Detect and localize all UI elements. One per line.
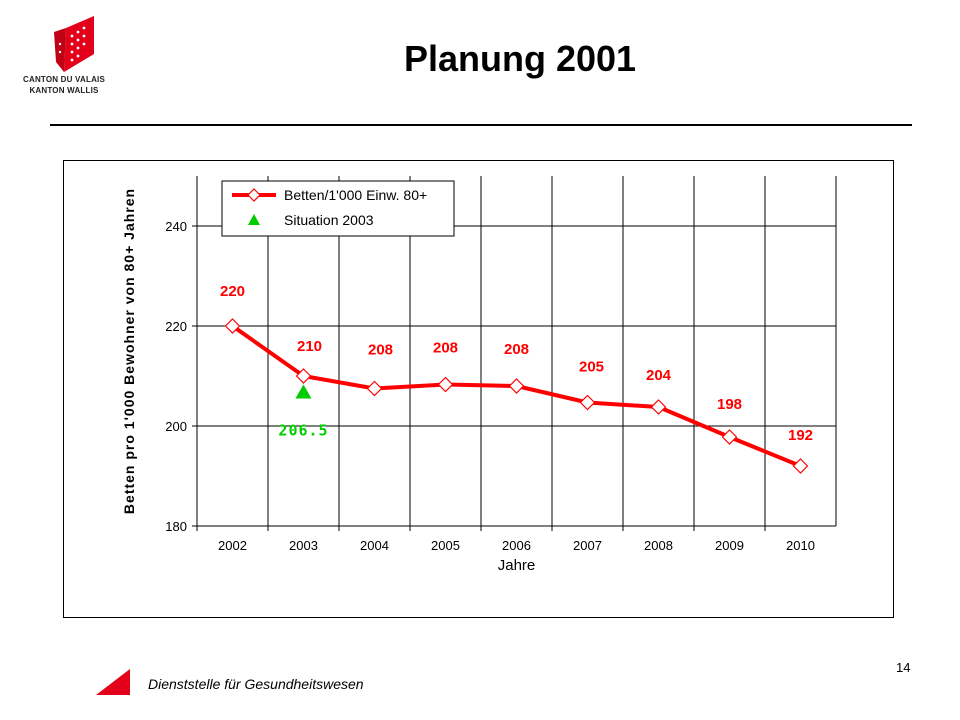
data-point-marker <box>295 368 312 384</box>
x-tick-label: 2003 <box>289 538 318 553</box>
logo: CANTON DU VALAIS KANTON WALLIS <box>14 14 114 98</box>
x-tick-label: 2006 <box>502 538 531 553</box>
page-number: 14 <box>896 660 911 675</box>
legend-entry-situation: Situation 2003 <box>284 212 374 228</box>
data-label: 198 <box>717 396 742 413</box>
data-label: 208 <box>504 341 529 358</box>
x-tick-label: 2008 <box>644 538 673 553</box>
legend-box <box>221 180 455 237</box>
legend-entry-series: Betten/1'000 Einw. 80+ <box>284 187 427 203</box>
x-tick-label: 2009 <box>715 538 744 553</box>
x-tick-label: 2005 <box>431 538 460 553</box>
situation-label: 206.5 <box>278 422 328 440</box>
logo-text-line2: KANTON WALLIS <box>29 86 99 95</box>
title-divider <box>50 124 912 126</box>
data-point-marker <box>721 429 738 445</box>
data-label: 220 <box>220 283 245 300</box>
data-point-marker <box>508 378 525 394</box>
canton-shield-icon <box>54 16 94 72</box>
x-tick-label: 2002 <box>218 538 247 553</box>
data-label: 205 <box>579 359 604 376</box>
y-axis-label: Betten pro 1'000 Bewohner von 80+ Jahren <box>121 188 137 514</box>
chart-legend: Betten/1'000 Einw. 80+ Situation 2003 <box>221 180 455 237</box>
y-tick-label: 200 <box>165 419 187 434</box>
data-point-marker <box>579 394 596 411</box>
data-label: 210 <box>297 338 322 355</box>
x-tick-label: 2004 <box>360 538 389 553</box>
data-point-marker <box>366 380 383 397</box>
chart-series: 220 210 208 208 208 205 204 198 192 206.5 <box>220 283 813 474</box>
data-point-marker <box>437 376 454 393</box>
logo-text-line1: CANTON DU VALAIS <box>22 75 106 84</box>
data-label: 208 <box>433 340 458 357</box>
footer-triangle-icon <box>96 669 130 695</box>
x-tick-label: 2007 <box>573 538 602 553</box>
footer-department: Dienststelle für Gesundheitswesen <box>148 676 364 692</box>
data-point-marker <box>224 318 241 334</box>
legend-diamond-icon <box>247 188 261 202</box>
page-title: Planung 2001 <box>403 38 637 79</box>
legend-triangle-icon <box>248 214 260 225</box>
y-tick-label: 220 <box>165 319 187 334</box>
data-label: 204 <box>646 367 672 384</box>
situation-marker <box>295 384 312 399</box>
data-label: 192 <box>788 427 813 444</box>
chart-axes: 180 200 220 240 2002 2003 2004 2005 2006 2007 2008… <box>121 176 836 574</box>
x-axis-label: Jahre <box>498 557 536 574</box>
y-tick-label: 180 <box>165 519 187 534</box>
data-point-marker <box>792 458 809 474</box>
line-chart: 180 200 220 240 2002 2003 2004 2005 2006 2007 2008… <box>121 176 837 574</box>
chart-frame: 180 200 220 240 2002 2003 2004 2005 2006 2007 2008… <box>63 160 894 618</box>
data-point-marker <box>650 399 667 415</box>
y-tick-label: 240 <box>165 219 187 234</box>
x-tick-label: 2010 <box>786 538 815 553</box>
data-label: 208 <box>368 342 393 359</box>
